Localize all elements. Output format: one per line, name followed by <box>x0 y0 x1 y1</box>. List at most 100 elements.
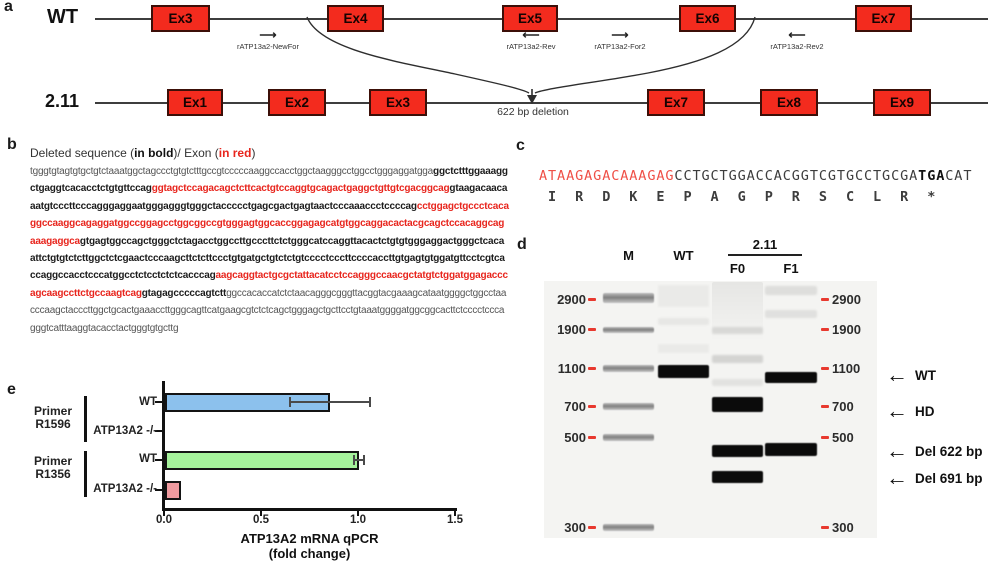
band-annotation-label: Del 622 bp <box>915 443 983 459</box>
panel-a-label: a <box>4 0 13 15</box>
group-bracket <box>84 451 87 497</box>
group-label-line: R1356 <box>35 467 71 481</box>
band-annotation-del622: ← Del 622 bp <box>886 439 983 463</box>
y-tick <box>155 459 162 461</box>
x-axis-subtitle: (fold change) <box>268 546 351 561</box>
legend-text: ) <box>251 146 256 160</box>
x-tick-label: 0.5 <box>253 514 269 526</box>
band-annotation-label: Del 691 bp <box>915 470 983 486</box>
panel-d-label: d <box>517 236 527 253</box>
deleted-sequence-block: Deleted sequence (in bold)/ Exon (in red… <box>30 146 509 337</box>
x-axis-title: ATP13A2 mRNA qPCR <box>240 531 379 546</box>
bar-row-label: WT <box>139 396 157 408</box>
wt-row-label: WT <box>47 6 79 28</box>
line211-row-label: 2.11 <box>45 91 80 111</box>
legend-text: Deleted sequence ( <box>30 146 135 160</box>
marker-label-left: 300 <box>564 520 586 535</box>
gel-band <box>765 310 817 318</box>
sequence-segment-exon: cctggagctgccctcacaggccaaggcagaggatggccgg… <box>30 200 509 247</box>
band-annotation-label: HD <box>915 403 935 419</box>
nucleotide-line: ATAAGAGACAAAGAGCCTGCTGGACCACGGTCGTGCCTGC… <box>539 168 972 184</box>
panel-c-label: c <box>516 137 525 154</box>
nt-tail: CAT <box>945 168 973 184</box>
marker-label-right: 300 <box>832 520 854 535</box>
marker-label-left: 700 <box>564 399 586 414</box>
group-label-r1356: Primer R1356 <box>28 455 78 481</box>
wt-exon-box: Ex6 <box>679 5 736 32</box>
gel-band <box>765 372 817 383</box>
genomic-sequence: tgggtgtagtgtgctgtctaaatggctagccctgtgtctt… <box>30 163 509 337</box>
marker-label-right: 1100 <box>832 361 861 376</box>
line211-exon-box: Ex8 <box>760 89 818 116</box>
bar-ko-r1356 <box>165 481 181 500</box>
marker-label-right: 500 <box>832 430 854 445</box>
marker-dash <box>588 436 596 439</box>
nt-frame-shift: CCTGCTGGACCACGGTCGTGCCTGCGA <box>674 168 919 184</box>
gel-band <box>658 285 709 307</box>
deletion-curves <box>306 16 756 104</box>
line211-exon-box: Ex1 <box>167 89 223 116</box>
nt-stop-codon: TGA <box>918 168 946 184</box>
arrow-right-icon: ⟶ <box>259 28 277 42</box>
line211-exon-box: Ex9 <box>873 89 931 116</box>
x-tick-label: 0.0 <box>156 514 172 526</box>
band-annotation-hd: ← HD <box>886 399 935 423</box>
marker-label-left: 2900 <box>557 292 586 307</box>
lane-header-f1: F1 <box>783 261 799 276</box>
group-label-line: Primer <box>33 404 73 418</box>
sequence-segment-exon: ggtagctccagacagctcttcactgtccaggtgcagactg… <box>151 183 450 195</box>
arrow-left-icon: ← <box>886 465 908 490</box>
wt-exon-box: Ex4 <box>327 5 384 32</box>
arrow-left-icon: ← <box>886 398 908 423</box>
group-bracket <box>84 396 87 442</box>
sequence-segment-exon: aagcaggtactgcgctattacatcctccagggccaacgct… <box>30 270 508 299</box>
x-tick-label: 1.0 <box>350 514 366 526</box>
y-tick <box>155 489 162 491</box>
bar-row-label: ATP13A2 -/- <box>93 425 157 437</box>
x-tick <box>163 511 165 516</box>
deletion-caption: 622 bp deletion <box>497 106 569 118</box>
primer-label: rATP13a2-Rev2 <box>770 42 824 51</box>
marker-label-right: 700 <box>832 399 854 414</box>
arrow-right-icon: ⟶ <box>611 28 629 42</box>
band-annotation-wt: ← WT <box>886 363 936 387</box>
band-annotation-label: WT <box>915 367 936 383</box>
sequence-segment-deleted: gtagagcccccagtctt <box>141 287 227 299</box>
line211-exon-box: Ex3 <box>369 89 427 116</box>
arrow-left-icon: ← <box>886 362 908 387</box>
error-bar <box>289 397 372 407</box>
band-annotation-del691: ← Del 691 bp <box>886 466 983 490</box>
primer-rev2: ⟵ rATP13a2-Rev2 <box>755 29 839 51</box>
nt-exon-junction: ATAAGAGACAAAGAG <box>539 168 675 184</box>
line211-exon-box: Ex2 <box>268 89 326 116</box>
group-label-line: Primer <box>33 454 73 468</box>
arrow-left-icon: ⟵ <box>522 28 540 42</box>
bar-wt-r1356 <box>165 451 359 470</box>
marker-dash <box>821 298 829 301</box>
gel-band <box>765 443 817 456</box>
legend-bold-text: in bold <box>134 146 174 160</box>
panel-b-label: b <box>7 136 17 153</box>
gel-band <box>603 434 654 441</box>
marker-dash <box>821 405 829 408</box>
x-tick <box>260 511 262 516</box>
marker-label-left: 1900 <box>557 322 586 337</box>
marker-dash <box>821 367 829 370</box>
lane-header-f0: F0 <box>729 261 746 276</box>
error-bar <box>353 455 365 465</box>
sequence-legend: Deleted sequence (in bold)/ Exon (in red… <box>30 146 509 160</box>
lane-header-marker: M <box>623 248 634 263</box>
gel-band <box>712 379 763 386</box>
primer-label: rATP13a2-Rev <box>506 42 556 51</box>
gel-band <box>603 327 654 333</box>
sequence-segment: ggccacaccatctctaacagggcgggttacggtacgaaag… <box>30 287 507 334</box>
gel-band <box>603 524 654 531</box>
wt-exon-box: Ex7 <box>855 5 912 32</box>
primer-rev: ⟵ rATP13a2-Rev <box>489 28 573 51</box>
y-tick <box>155 430 162 432</box>
wt-exon-box: Ex3 <box>151 5 210 32</box>
y-axis <box>162 381 165 510</box>
primer-newfor: ⟶ rATP13a2-NewFor <box>226 28 310 51</box>
gel-image <box>544 281 877 538</box>
